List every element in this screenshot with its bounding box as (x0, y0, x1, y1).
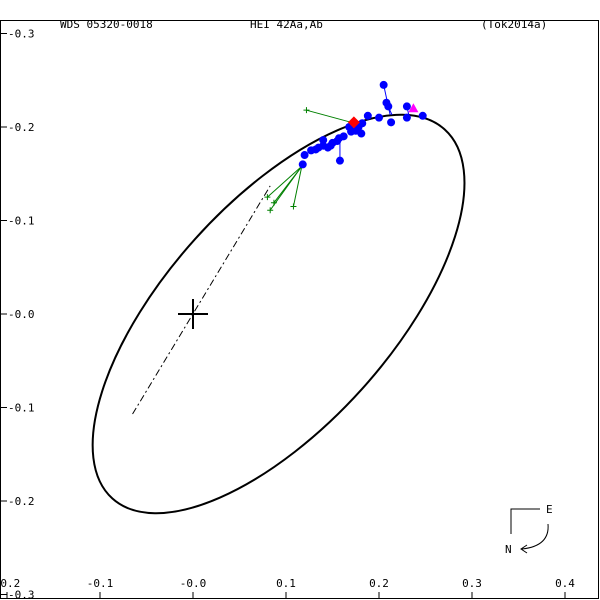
x-tick-label: -0.0 (180, 577, 207, 590)
blue-observation-point (384, 102, 393, 111)
blue-observation-point (402, 113, 411, 122)
green-residual-line (267, 165, 303, 198)
green-observation-point (267, 207, 274, 214)
system-id-label: WDS 05320-0018 (60, 18, 153, 31)
compass-north-label: N (505, 543, 512, 556)
y-tick-label: -0.2 (8, 495, 35, 508)
blue-observation-point (357, 129, 366, 138)
x-tick-label: 0.1 (276, 577, 296, 590)
y-tick-label: -0.1 (8, 215, 35, 228)
orbit-ellipse (91, 113, 466, 515)
x-tick-label: -0.1 (87, 577, 114, 590)
line-of-nodes (132, 185, 271, 415)
blue-observation-point (300, 151, 309, 160)
compass-rotation-arrow (521, 523, 549, 550)
reference-label: (Tok2014a) (481, 18, 547, 31)
blue-observation-point (375, 113, 383, 122)
y-tick-label: -0.3 (8, 589, 35, 600)
blue-observation-point (335, 156, 344, 165)
x-tick-label: -0.2 (0, 577, 20, 590)
y-tick-label: -0.2 (8, 121, 35, 134)
y-tick-label: -0.3 (8, 28, 35, 41)
compass-arrowhead (520, 544, 528, 554)
x-tick-label: 0.3 (462, 577, 482, 590)
points-layer (264, 80, 427, 214)
green-observation-point (270, 199, 277, 206)
blue-observation-point (298, 160, 307, 169)
x-tick-label: 0.4 (555, 577, 575, 590)
magenta-observation-point (408, 103, 419, 113)
green-residual-line (306, 109, 352, 123)
compass-axes (510, 508, 540, 534)
green-residual-line (292, 166, 303, 207)
axis-ticks (1, 33, 566, 598)
blue-observation-point (387, 118, 396, 127)
blue-observation-point (319, 136, 328, 145)
y-tick-label: -0.1 (8, 402, 35, 415)
green-residual-line (273, 165, 303, 204)
compass: E N (505, 503, 553, 556)
green-observation-point (290, 203, 297, 210)
plot-frame (0, 20, 599, 599)
green-observation-point (303, 107, 310, 114)
blue-observation-point (379, 80, 388, 89)
axis-tick-labels: -0.2-0.1-0.00.10.20.30.4-0.3-0.2-0.1-0.0… (0, 28, 575, 600)
compass-east-label: E (546, 503, 553, 516)
y-tick-label: -0.0 (8, 308, 35, 321)
primary-star-marker (178, 299, 208, 329)
blue-observation-point (307, 146, 316, 155)
orbit-layer (91, 113, 466, 515)
red-observation-point (347, 116, 360, 129)
green-observation-point (264, 194, 271, 201)
blue-observation-point (363, 111, 372, 120)
component-label: HEI 42Aa,Ab (250, 18, 323, 31)
blue-observation-point (402, 102, 411, 111)
x-tick-label: 0.2 (369, 577, 389, 590)
blue-observation-point (418, 111, 427, 120)
